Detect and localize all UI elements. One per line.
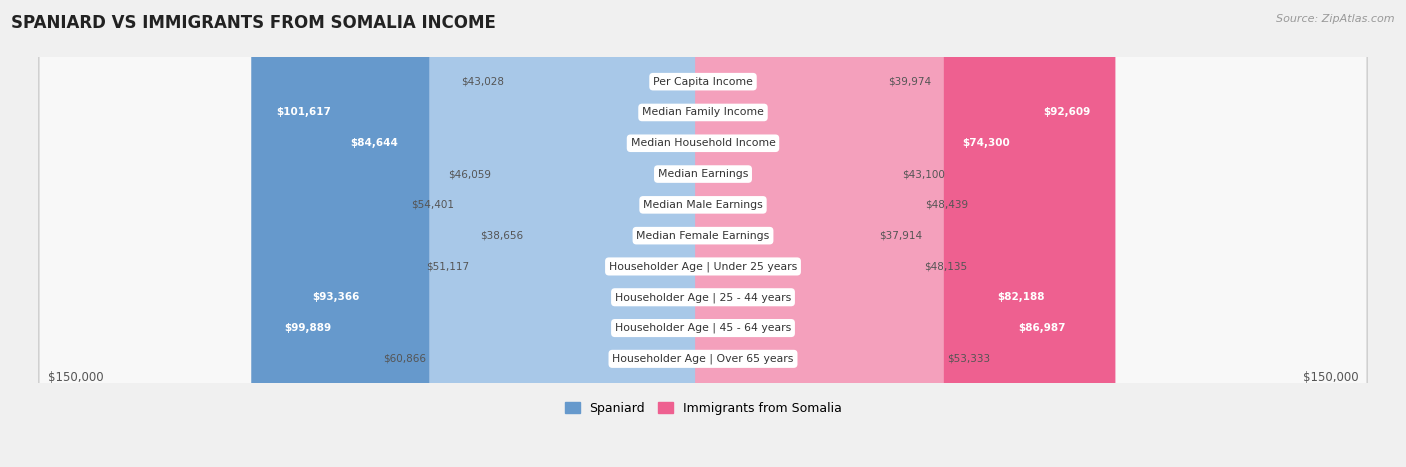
FancyBboxPatch shape bbox=[695, 0, 1091, 467]
FancyBboxPatch shape bbox=[39, 0, 1367, 467]
FancyBboxPatch shape bbox=[39, 0, 1367, 467]
FancyBboxPatch shape bbox=[287, 0, 711, 467]
Text: Per Capita Income: Per Capita Income bbox=[652, 77, 754, 87]
FancyBboxPatch shape bbox=[39, 0, 1367, 467]
FancyBboxPatch shape bbox=[695, 0, 1115, 467]
FancyBboxPatch shape bbox=[325, 0, 711, 467]
FancyBboxPatch shape bbox=[695, 0, 876, 467]
FancyBboxPatch shape bbox=[695, 0, 898, 467]
Text: $92,609: $92,609 bbox=[1043, 107, 1090, 118]
Text: Householder Age | Under 25 years: Householder Age | Under 25 years bbox=[609, 261, 797, 272]
Text: Median Family Income: Median Family Income bbox=[643, 107, 763, 118]
Text: $60,866: $60,866 bbox=[384, 354, 426, 364]
FancyBboxPatch shape bbox=[39, 0, 1367, 467]
Text: Median Household Income: Median Household Income bbox=[630, 138, 776, 148]
Text: $150,000: $150,000 bbox=[48, 371, 104, 384]
Text: $86,987: $86,987 bbox=[1018, 323, 1066, 333]
Text: $99,889: $99,889 bbox=[284, 323, 332, 333]
FancyBboxPatch shape bbox=[695, 0, 1070, 467]
Text: Median Female Earnings: Median Female Earnings bbox=[637, 231, 769, 241]
FancyBboxPatch shape bbox=[259, 0, 711, 467]
FancyBboxPatch shape bbox=[695, 0, 1035, 467]
Text: $48,135: $48,135 bbox=[924, 262, 967, 271]
FancyBboxPatch shape bbox=[526, 0, 711, 467]
FancyBboxPatch shape bbox=[39, 0, 1367, 467]
Text: $93,366: $93,366 bbox=[312, 292, 360, 302]
FancyBboxPatch shape bbox=[695, 0, 886, 467]
FancyBboxPatch shape bbox=[695, 0, 921, 467]
FancyBboxPatch shape bbox=[39, 0, 1367, 467]
FancyBboxPatch shape bbox=[39, 0, 1367, 467]
FancyBboxPatch shape bbox=[457, 0, 711, 467]
Text: $46,059: $46,059 bbox=[449, 169, 491, 179]
Text: Median Male Earnings: Median Male Earnings bbox=[643, 200, 763, 210]
Text: Householder Age | Over 65 years: Householder Age | Over 65 years bbox=[612, 354, 794, 364]
Text: $54,401: $54,401 bbox=[412, 200, 454, 210]
Text: $84,644: $84,644 bbox=[350, 138, 399, 148]
FancyBboxPatch shape bbox=[39, 0, 1367, 467]
Text: $37,914: $37,914 bbox=[880, 231, 922, 241]
Text: $101,617: $101,617 bbox=[277, 107, 332, 118]
FancyBboxPatch shape bbox=[429, 0, 711, 467]
Text: $43,100: $43,100 bbox=[903, 169, 945, 179]
FancyBboxPatch shape bbox=[252, 0, 711, 467]
Text: Median Earnings: Median Earnings bbox=[658, 169, 748, 179]
Text: $39,974: $39,974 bbox=[889, 77, 932, 87]
Text: $82,188: $82,188 bbox=[997, 292, 1045, 302]
FancyBboxPatch shape bbox=[695, 0, 922, 467]
Text: Source: ZipAtlas.com: Source: ZipAtlas.com bbox=[1277, 14, 1395, 24]
Text: $48,439: $48,439 bbox=[925, 200, 969, 210]
Legend: Spaniard, Immigrants from Somalia: Spaniard, Immigrants from Somalia bbox=[560, 396, 846, 420]
Text: SPANIARD VS IMMIGRANTS FROM SOMALIA INCOME: SPANIARD VS IMMIGRANTS FROM SOMALIA INCO… bbox=[11, 14, 496, 32]
Text: $43,028: $43,028 bbox=[461, 77, 505, 87]
FancyBboxPatch shape bbox=[508, 0, 711, 467]
Text: $74,300: $74,300 bbox=[962, 138, 1010, 148]
FancyBboxPatch shape bbox=[39, 0, 1367, 467]
Text: $38,656: $38,656 bbox=[479, 231, 523, 241]
FancyBboxPatch shape bbox=[695, 0, 943, 467]
Text: Householder Age | 25 - 44 years: Householder Age | 25 - 44 years bbox=[614, 292, 792, 303]
Text: Householder Age | 45 - 64 years: Householder Age | 45 - 64 years bbox=[614, 323, 792, 333]
FancyBboxPatch shape bbox=[39, 0, 1367, 467]
Text: $51,117: $51,117 bbox=[426, 262, 468, 271]
Text: $53,333: $53,333 bbox=[946, 354, 990, 364]
FancyBboxPatch shape bbox=[472, 0, 711, 467]
Text: $150,000: $150,000 bbox=[1302, 371, 1358, 384]
FancyBboxPatch shape bbox=[494, 0, 711, 467]
